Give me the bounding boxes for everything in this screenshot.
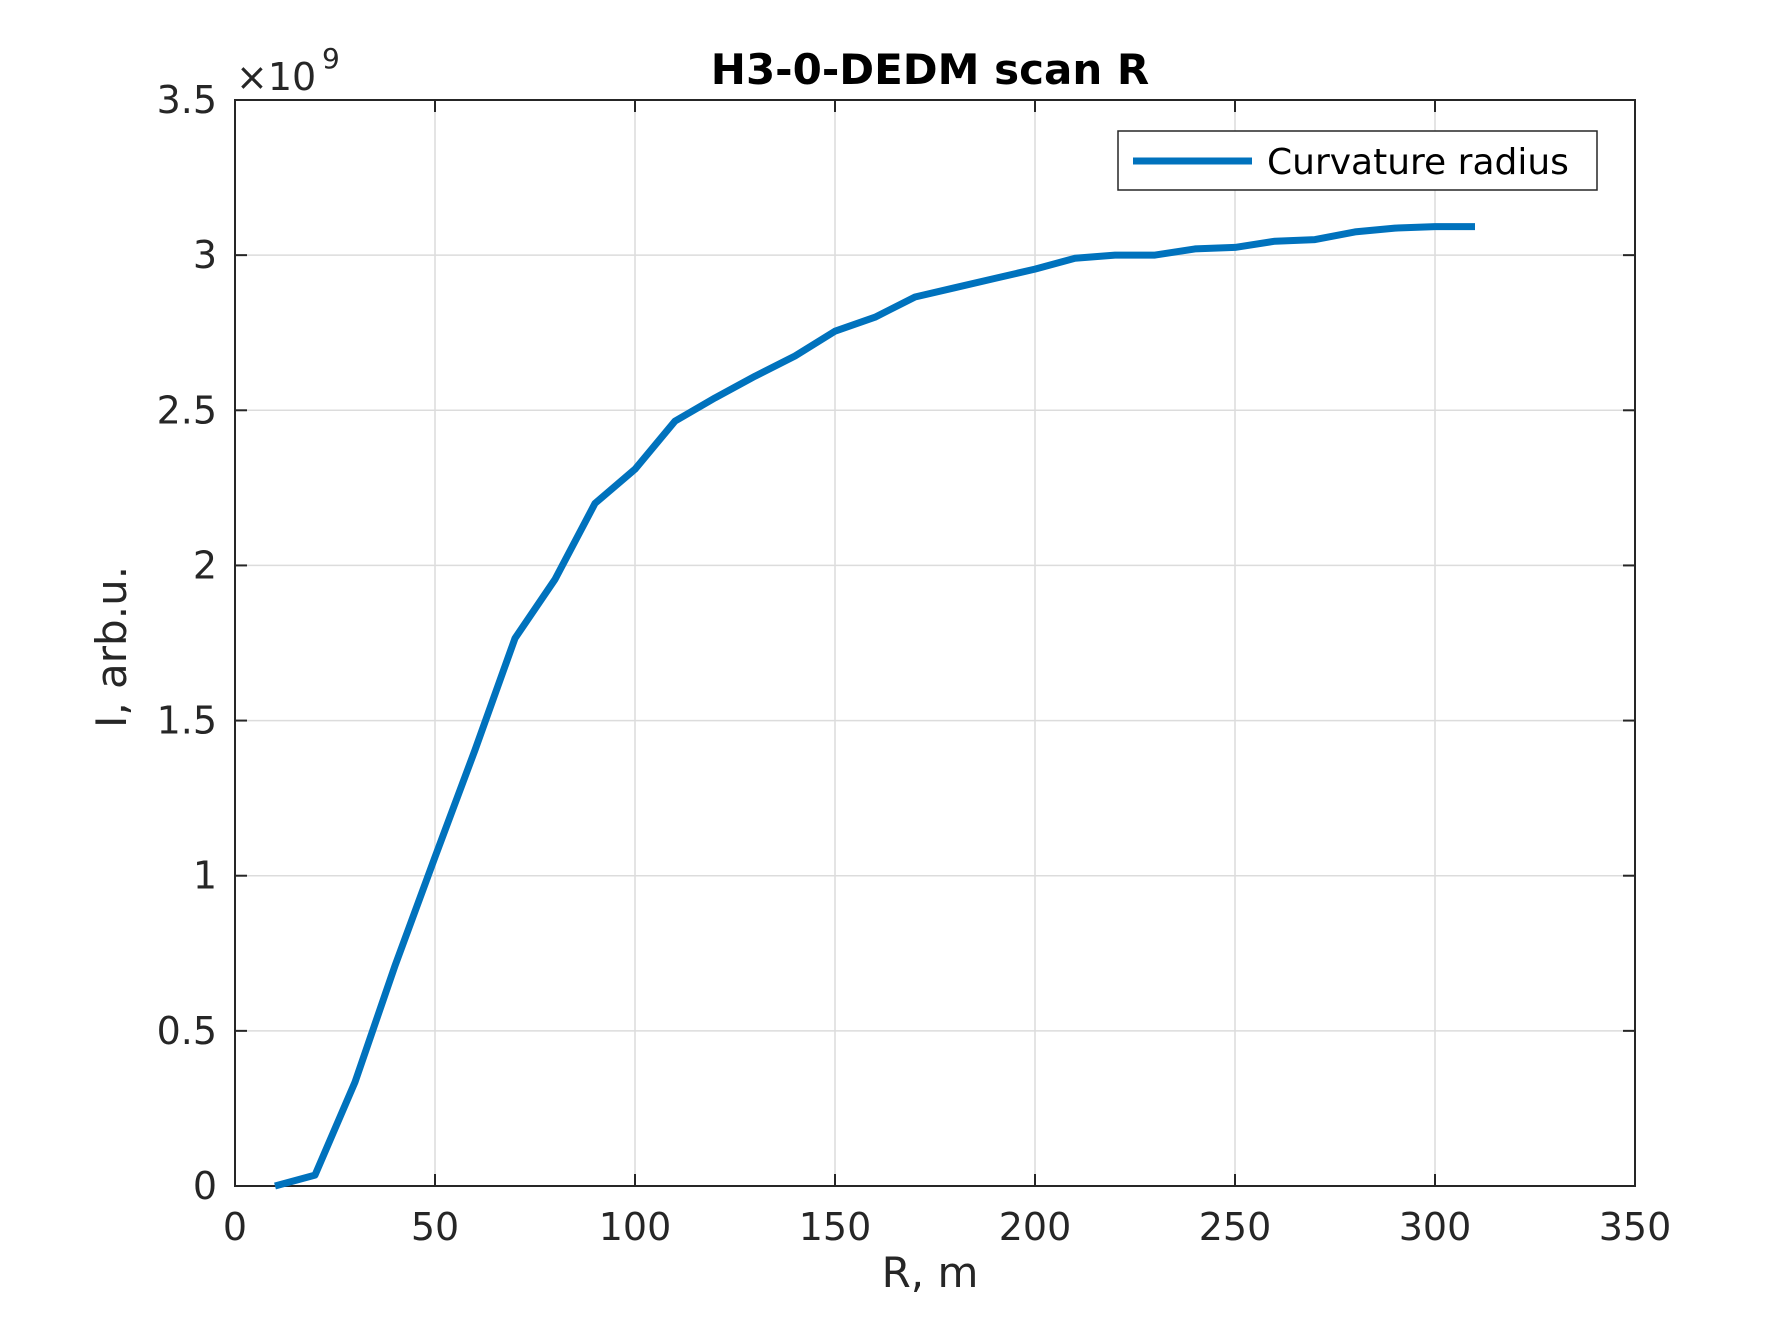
legend: Curvature radius (1118, 131, 1597, 190)
y-tick-label: 2 (193, 543, 217, 587)
chart-title: H3-0-DEDM scan R (711, 45, 1149, 94)
y-exponent-base: ×10 (236, 55, 316, 99)
x-tick-label: 350 (1599, 1205, 1672, 1249)
legend-entry-label: Curvature radius (1267, 142, 1569, 183)
y-exponent-power: 9 (322, 42, 340, 75)
x-tick-label: 100 (599, 1205, 672, 1249)
x-tick-label: 50 (411, 1205, 459, 1249)
y-tick-label: 1 (193, 854, 217, 898)
x-axis-label: R, m (882, 1248, 979, 1297)
x-tick-label: 250 (1199, 1205, 1272, 1249)
x-tick-label: 300 (1399, 1205, 1472, 1249)
y-tick-label: 1.5 (157, 699, 217, 743)
x-tick-label: 200 (999, 1205, 1072, 1249)
y-tick-label: 0 (193, 1164, 217, 1208)
y-axis-label: I, arb.u. (87, 566, 136, 728)
x-tick-label: 0 (223, 1205, 247, 1249)
y-tick-label: 2.5 (157, 388, 217, 432)
y-tick-label: 3.5 (157, 78, 217, 122)
y-tick-label: 3 (193, 233, 217, 277)
x-tick-label: 150 (799, 1205, 872, 1249)
y-tick-label: 0.5 (157, 1009, 217, 1053)
